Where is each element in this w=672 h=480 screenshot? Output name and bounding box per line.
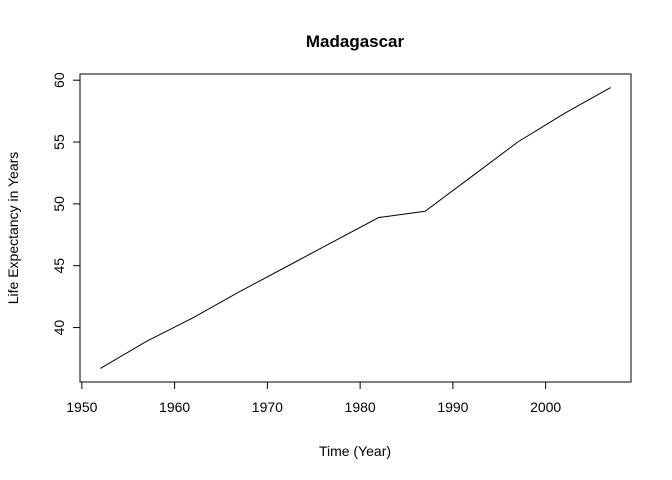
y-tick-label: 55 (51, 134, 67, 150)
y-axis-label: Life Expectancy in Years (5, 152, 21, 305)
y-tick-label: 60 (51, 72, 67, 88)
y-tick-label: 50 (51, 196, 67, 212)
x-tick-label: 1990 (437, 399, 468, 415)
y-axis: 40 45 50 55 60 (51, 72, 81, 336)
x-tick-label: 2000 (530, 399, 561, 415)
x-tick-label: 1980 (345, 399, 376, 415)
x-tick-label: 1950 (66, 399, 97, 415)
y-tick-label: 45 (51, 258, 67, 274)
y-tick-label: 40 (51, 320, 67, 336)
series-line (100, 87, 611, 369)
series-layer (100, 87, 611, 369)
x-tick-label: 1970 (252, 399, 283, 415)
x-axis: 1950 1960 1970 1980 1990 2000 (66, 381, 561, 415)
x-tick-label: 1960 (159, 399, 190, 415)
plot-frame (79, 73, 632, 383)
chart-title: Madagascar (306, 32, 405, 51)
x-axis-label: Time (Year) (319, 443, 391, 459)
